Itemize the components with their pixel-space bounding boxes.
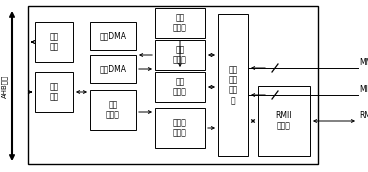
Text: 接收
过滤器: 接收 过滤器 [173, 13, 187, 33]
Bar [35, 72, 73, 112]
Text: 总线
接口: 总线 接口 [49, 32, 59, 52]
Bar [90, 22, 136, 50]
Text: 控制
寄存器: 控制 寄存器 [106, 100, 120, 120]
Text: RMII: RMII [359, 111, 368, 120]
Bar [155, 72, 205, 102]
Bar [35, 22, 73, 62]
Text: 总线
接口: 总线 接口 [49, 82, 59, 102]
Text: 发送流
量控制: 发送流 量控制 [173, 118, 187, 138]
Text: 发送
缓冲区: 发送 缓冲区 [173, 77, 187, 97]
Bar [218, 14, 248, 156]
Bar [155, 8, 205, 38]
Text: 接收
缓冲区: 接收 缓冲区 [173, 45, 187, 65]
Text: AHB总线: AHB总线 [2, 74, 8, 98]
Text: RMII
适配器: RMII 适配器 [276, 111, 292, 131]
Text: 介质
访问
控制
器: 介质 访问 控制 器 [229, 65, 238, 105]
Bar [155, 40, 205, 70]
Text: 发送DMA: 发送DMA [99, 64, 127, 73]
Text: MMII: MMII [359, 58, 368, 67]
Bar [28, 6, 318, 164]
Bar [258, 86, 310, 156]
Text: MII: MII [359, 85, 368, 94]
Bar [90, 90, 136, 130]
Text: 接收DMA: 接收DMA [99, 31, 127, 40]
Bar [90, 55, 136, 83]
Bar [155, 108, 205, 148]
